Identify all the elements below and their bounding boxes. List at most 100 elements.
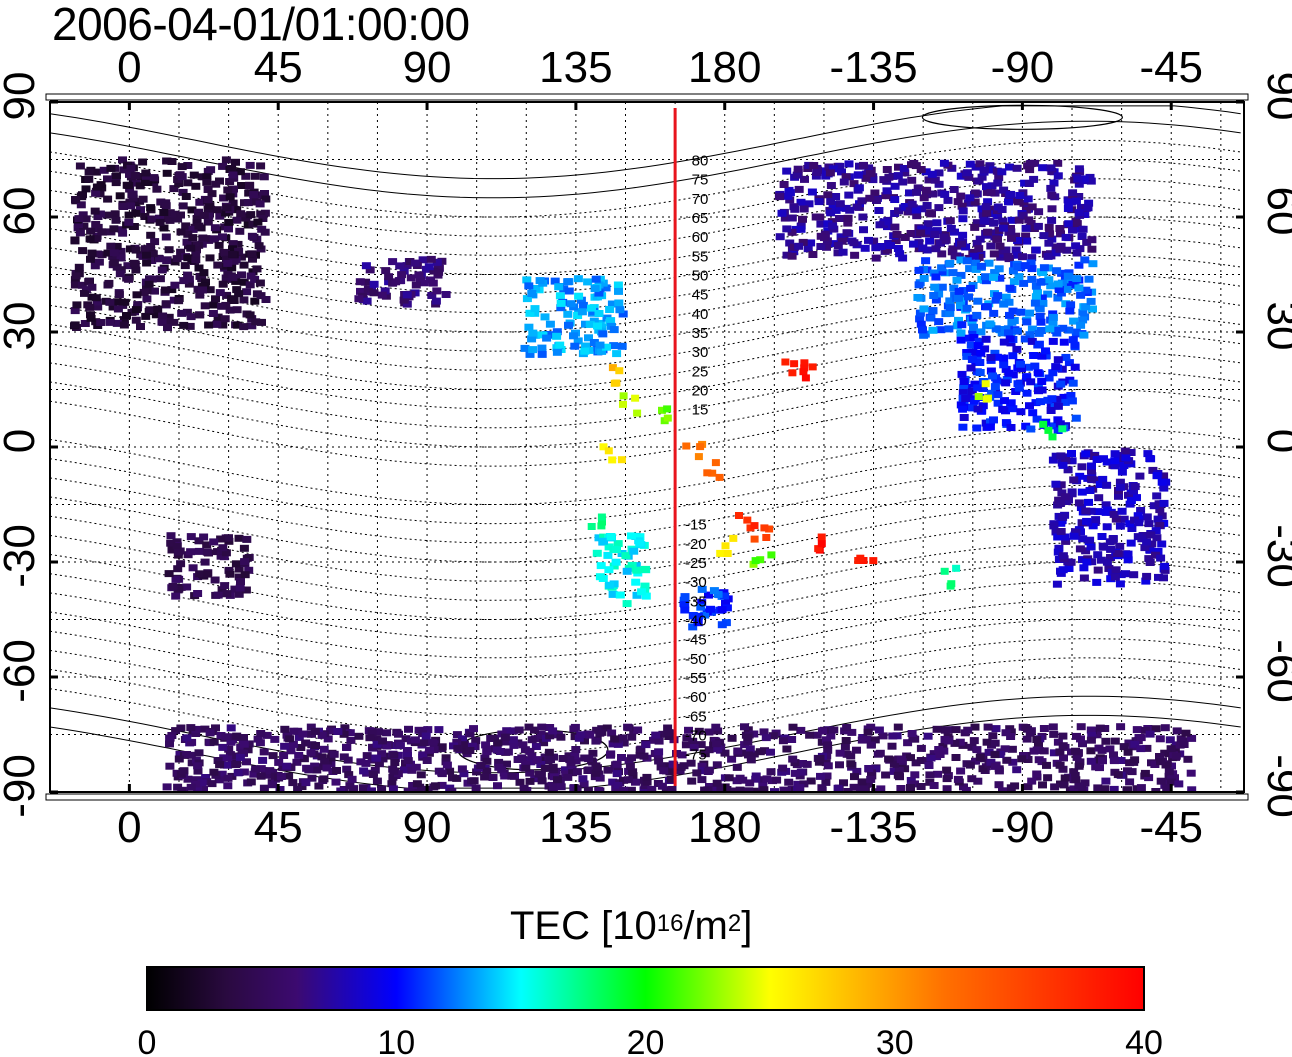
tec-pixel-north-canada — [1013, 237, 1023, 244]
tec-pixel-north-canada — [905, 189, 914, 197]
tec-pixel-antarctica — [216, 732, 226, 739]
tec-pixel-australia — [605, 581, 614, 589]
tec-pixel-europe — [170, 281, 180, 289]
tec-pixel-south-america — [1086, 543, 1096, 551]
tec-pixel-north-canada — [1001, 246, 1011, 254]
tec-pixel-europe — [203, 186, 213, 193]
magnetic-latitude-contour — [50, 580, 1241, 659]
tec-pixel-north-canada — [975, 235, 985, 243]
tec-pixel-europe — [249, 191, 259, 199]
tec-pixel-antarctica — [1086, 747, 1096, 755]
lat-tick-label-left: 90 — [0, 72, 44, 121]
tec-pixel-north-canada — [1055, 225, 1065, 232]
tec-pixel-south-america — [1155, 522, 1165, 529]
tec-pixel-usa — [1030, 299, 1040, 307]
tec-pixel-hotspot — [869, 557, 878, 565]
tec-pixel-usa — [1053, 294, 1063, 302]
tec-pixel-antarctica — [1162, 784, 1172, 792]
tec-pixel-central-america — [1008, 352, 1018, 360]
tec-pixel-antarctica — [796, 726, 806, 734]
tec-pixel-antarctica — [935, 751, 945, 758]
tec-pixel-central-america — [1033, 369, 1043, 377]
tec-pixel-south-america — [1093, 566, 1103, 574]
tec-pixel-europe — [112, 172, 121, 180]
tec-pixel-central-america — [992, 353, 1002, 361]
lon-tick-label-top: 0 — [117, 43, 141, 92]
tec-pixel-usa — [1035, 305, 1045, 313]
tec-pixel-antarctica — [191, 725, 201, 733]
tec-pixel-antarctica — [1055, 761, 1065, 769]
tec-pixel-antarctica — [751, 775, 761, 783]
tec-pixel-usa — [954, 294, 963, 302]
tec-pixel-antarctica — [298, 730, 308, 738]
tec-pixel-central-america — [1034, 387, 1043, 395]
tec-pixel-new-zealand — [700, 611, 710, 619]
lon-tick-label-top: 45 — [254, 43, 303, 92]
tec-pixel-antarctica — [431, 782, 440, 790]
tec-pixel-antarctica — [561, 770, 571, 778]
tec-pixel-antarctica — [903, 739, 913, 747]
tec-pixel-central-asia — [365, 266, 375, 274]
tec-pixel-central-america — [1005, 335, 1015, 343]
tec-pixel-north-canada — [1023, 195, 1033, 203]
tec-pixel-europe — [259, 173, 269, 181]
tec-pixel-usa — [916, 320, 926, 328]
tec-pixel-north-canada — [900, 169, 910, 177]
tec-pixel-south-america — [1155, 506, 1165, 514]
tec-pixel-south-america — [1145, 546, 1155, 554]
tec-pixel-south-america — [1145, 559, 1155, 566]
tec-pixel-south-america — [1079, 574, 1089, 582]
tec-pixel-north-canada — [946, 225, 956, 232]
tec-pixel-europe — [86, 311, 95, 319]
lat-tick-label-right: -60 — [1258, 639, 1292, 703]
tec-pixel-new-zealand — [693, 619, 703, 627]
tec-pixel-usa — [1005, 311, 1014, 319]
tec-pixel-europe — [220, 315, 230, 323]
tec-pixel-south-america — [1077, 463, 1087, 471]
tec-pixel-south-america — [1146, 531, 1156, 539]
tec-pixel-usa — [1045, 325, 1055, 333]
tec-pixel-usa — [1079, 331, 1089, 339]
tec-pixel-antarctica — [513, 756, 523, 763]
tec-pixel-europe — [239, 278, 249, 286]
tec-pixel-europe — [228, 250, 238, 258]
tec-pixel-antarctica — [525, 747, 535, 755]
tec-pixel-antarctica — [361, 759, 371, 767]
tec-pixel-antarctica — [445, 767, 455, 775]
tec-pixel-usa — [1076, 291, 1086, 299]
tec-pixel-central-america — [1037, 352, 1047, 360]
tec-pixel-usa — [1081, 303, 1091, 311]
tec-pixel-central-america — [1013, 380, 1023, 388]
tec-pixel-north-canada — [969, 252, 979, 260]
tec-pixel-europe — [260, 209, 270, 217]
tec-pixel-north-canada — [953, 198, 963, 206]
tec-pixel-usa — [1058, 324, 1068, 332]
tec-pixel-south-america — [1125, 500, 1135, 508]
tec-pixel-usa — [984, 259, 994, 267]
tec-pixel-central-america — [1048, 337, 1058, 345]
tec-pixel-usa — [991, 296, 1001, 304]
tec-pixel-antarctica — [1105, 745, 1115, 753]
tec-pixel-central-asia — [391, 278, 401, 286]
tec-pixel-europe — [213, 313, 223, 321]
tec-pixel-antarctica — [299, 755, 309, 763]
tec-pixel-europe — [241, 214, 251, 222]
tec-pixel-south-america — [1074, 499, 1084, 507]
tec-pixel-europe — [232, 306, 242, 314]
tec-pixel-central-america — [1000, 397, 1009, 405]
tec-pixel-central-america — [1016, 408, 1026, 416]
tec-pixel-south-america — [1140, 544, 1150, 552]
tec-pixel-north-canada — [861, 174, 871, 182]
tec-pixel-antarctica — [823, 741, 833, 749]
tec-pixel-europe — [142, 251, 151, 259]
tec-pixel-europe — [170, 210, 180, 218]
tec-pixel-japan — [601, 284, 611, 292]
tec-pixel-europe — [165, 216, 175, 224]
tec-pixel-south-america — [1159, 574, 1168, 582]
tec-pixel-antarctica — [1151, 725, 1161, 733]
tec-pixel-north-canada — [850, 251, 860, 259]
tec-pixel-south-america — [1056, 452, 1066, 460]
tec-pixel-central-america — [1048, 369, 1058, 377]
tec-pixel-south-america — [1058, 566, 1068, 574]
tec-pixel-antarctica — [218, 743, 228, 751]
